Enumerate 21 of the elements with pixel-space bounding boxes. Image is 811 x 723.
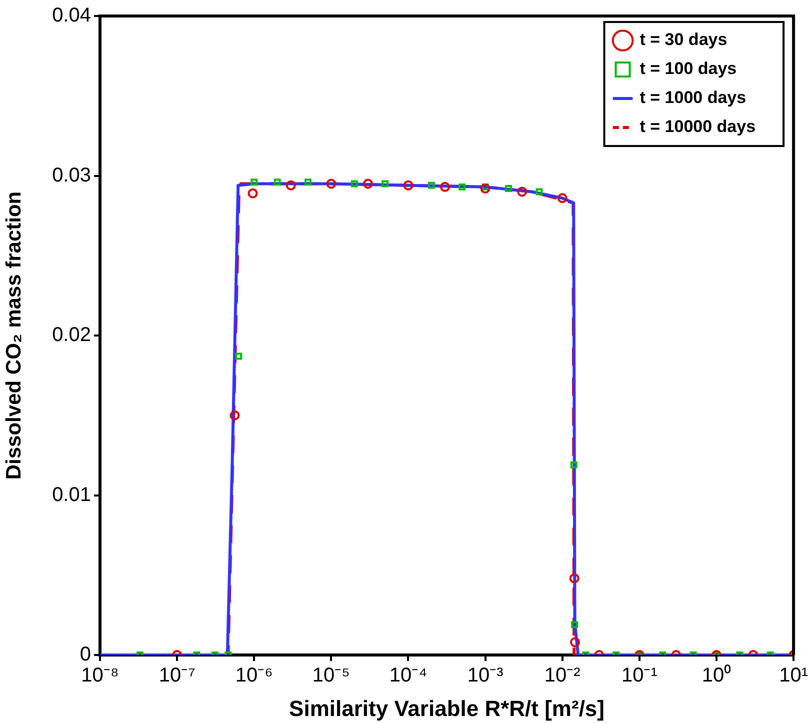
x-tick-label: 10¹ bbox=[779, 664, 808, 687]
y-axis-title: Dissolved CO₂ mass fraction bbox=[2, 191, 26, 480]
x-tick-label: 10⁻³ bbox=[467, 664, 504, 687]
x-tick-label: 10⁻⁵ bbox=[312, 664, 350, 687]
legend-label: t = 100 days bbox=[640, 59, 737, 78]
legend-label: t = 30 days bbox=[640, 30, 728, 50]
x-tick-label: 10⁻⁸ bbox=[81, 664, 119, 687]
x-tick-label: 10⁻¹ bbox=[621, 664, 658, 687]
y-tick-label: 0.04 bbox=[52, 4, 91, 27]
legend-label: t = 1000 days bbox=[640, 88, 746, 108]
y-tick-label: 0.01 bbox=[52, 484, 91, 506]
x-tick-label: 10⁰ bbox=[702, 664, 732, 687]
x-tick-label: 10⁻⁴ bbox=[389, 664, 428, 687]
y-tick-label: 0.02 bbox=[52, 324, 91, 346]
x-tick-label: 10⁻⁶ bbox=[235, 664, 273, 687]
x-tick-label: 10⁻⁷ bbox=[158, 664, 196, 687]
legend-label: t = 10000 days bbox=[640, 117, 756, 136]
x-tick-label: 10⁻² bbox=[544, 664, 581, 687]
x-axis-title: Similarity Variable R*R/t [m²/s] bbox=[289, 696, 604, 721]
y-tick-label: 0.03 bbox=[52, 164, 91, 186]
y-tick-label: 0 bbox=[80, 644, 91, 666]
